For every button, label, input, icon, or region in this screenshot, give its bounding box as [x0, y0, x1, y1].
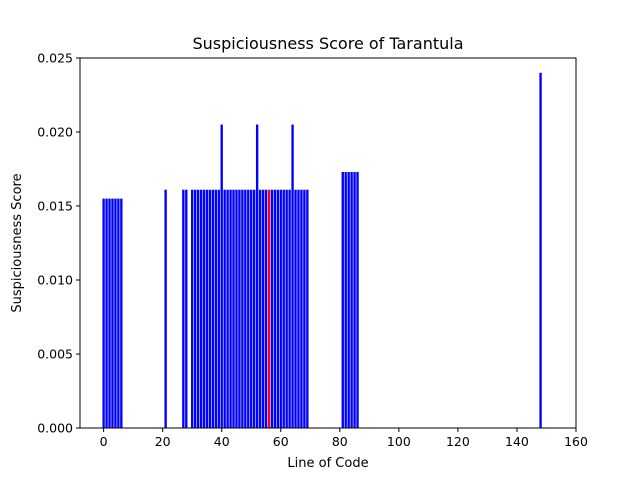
bar-line-32	[196, 189, 200, 428]
bar-line-4	[114, 198, 117, 428]
bar-line-64	[291, 124, 294, 428]
bar-line-43	[229, 189, 232, 428]
y-axis-label: Suspiciousness Score	[10, 173, 25, 312]
bar-line-31	[193, 189, 197, 428]
bars-group	[102, 72, 542, 429]
x-tick-label-0: 0	[100, 434, 108, 449]
bar-line-35	[205, 189, 209, 428]
bar-line-65	[294, 189, 297, 428]
bar-line-53	[258, 189, 262, 428]
x-tick-label-4: 80	[332, 434, 348, 449]
bar-line-82	[344, 171, 347, 428]
bar-line-61	[282, 189, 285, 428]
bar-line-86	[356, 171, 359, 428]
plot-frame	[79, 57, 577, 429]
y-tick-label-4: 0.020	[37, 125, 73, 140]
bar-line-83	[347, 171, 350, 428]
bar-line-67	[300, 189, 303, 428]
bar-line-56	[267, 189, 271, 428]
bar-line-48	[244, 189, 247, 428]
bar-line-34	[202, 189, 206, 428]
bar-line-69	[306, 189, 309, 428]
y-tick-label-0: 0.000	[37, 421, 73, 436]
bar-line-39	[217, 189, 220, 428]
bar-line-37	[211, 189, 215, 428]
bar-line-40	[220, 124, 223, 428]
y-tick-label-2: 0.010	[37, 273, 73, 288]
bar-line-44	[232, 189, 235, 428]
bar-line-50	[250, 189, 253, 428]
x-tick-label-6: 120	[446, 434, 470, 449]
bar-line-60	[279, 189, 282, 428]
bar-line-6	[120, 198, 123, 428]
bar-line-36	[208, 189, 212, 428]
x-tick-label-8: 160	[564, 434, 588, 449]
bar-line-38	[214, 189, 217, 428]
bar-line-148	[539, 72, 542, 429]
y-tick-label-3: 0.015	[37, 199, 73, 214]
bar-line-42	[226, 189, 229, 428]
y-tick-label-5: 0.025	[37, 51, 73, 66]
x-tick-label-3: 60	[273, 434, 289, 449]
x-axis-label: Line of Code	[287, 456, 368, 471]
bar-line-55	[264, 189, 268, 428]
x-axis: 0 20 40 60 80 100 120 140 160	[100, 428, 588, 449]
bar-line-3	[111, 198, 114, 428]
x-tick-label-1: 20	[155, 434, 171, 449]
bar-line-27	[182, 189, 185, 428]
bar-line-58	[273, 189, 277, 428]
bar-line-21	[164, 189, 167, 428]
bar-line-62	[285, 189, 288, 428]
bar-line-81	[341, 171, 344, 428]
x-tick-label-2: 40	[214, 434, 230, 449]
bar-line-41	[223, 189, 226, 428]
bar-line-51	[253, 189, 256, 428]
bar-line-1	[105, 198, 108, 428]
bar-line-57	[270, 189, 274, 428]
bar-line-54	[261, 189, 265, 428]
bar-line-33	[199, 189, 203, 428]
x-tick-label-5: 100	[387, 434, 411, 449]
y-axis: 0.000 0.005 0.010 0.015 0.020 0.025	[37, 51, 80, 436]
bar-line-28	[185, 189, 188, 428]
bar-line-30	[191, 189, 194, 428]
bar-line-45	[235, 189, 238, 428]
bar-line-66	[297, 189, 300, 428]
chart-title: Suspiciousness Score of Tarantula	[192, 34, 463, 53]
bar-line-2	[108, 198, 111, 428]
bar-line-63	[288, 189, 291, 428]
bar-line-59	[276, 189, 279, 428]
bar-line-85	[353, 171, 356, 428]
y-tick-label-1: 0.005	[37, 347, 73, 362]
bar-line-46	[238, 189, 241, 428]
bar-line-52	[255, 124, 259, 428]
bar-line-0	[102, 198, 105, 428]
bar-line-68	[303, 189, 306, 428]
bar-line-49	[247, 189, 250, 428]
bar-line-84	[350, 171, 353, 428]
x-tick-label-7: 140	[505, 434, 529, 449]
bar-line-47	[241, 189, 244, 428]
bar-line-5	[117, 198, 120, 428]
